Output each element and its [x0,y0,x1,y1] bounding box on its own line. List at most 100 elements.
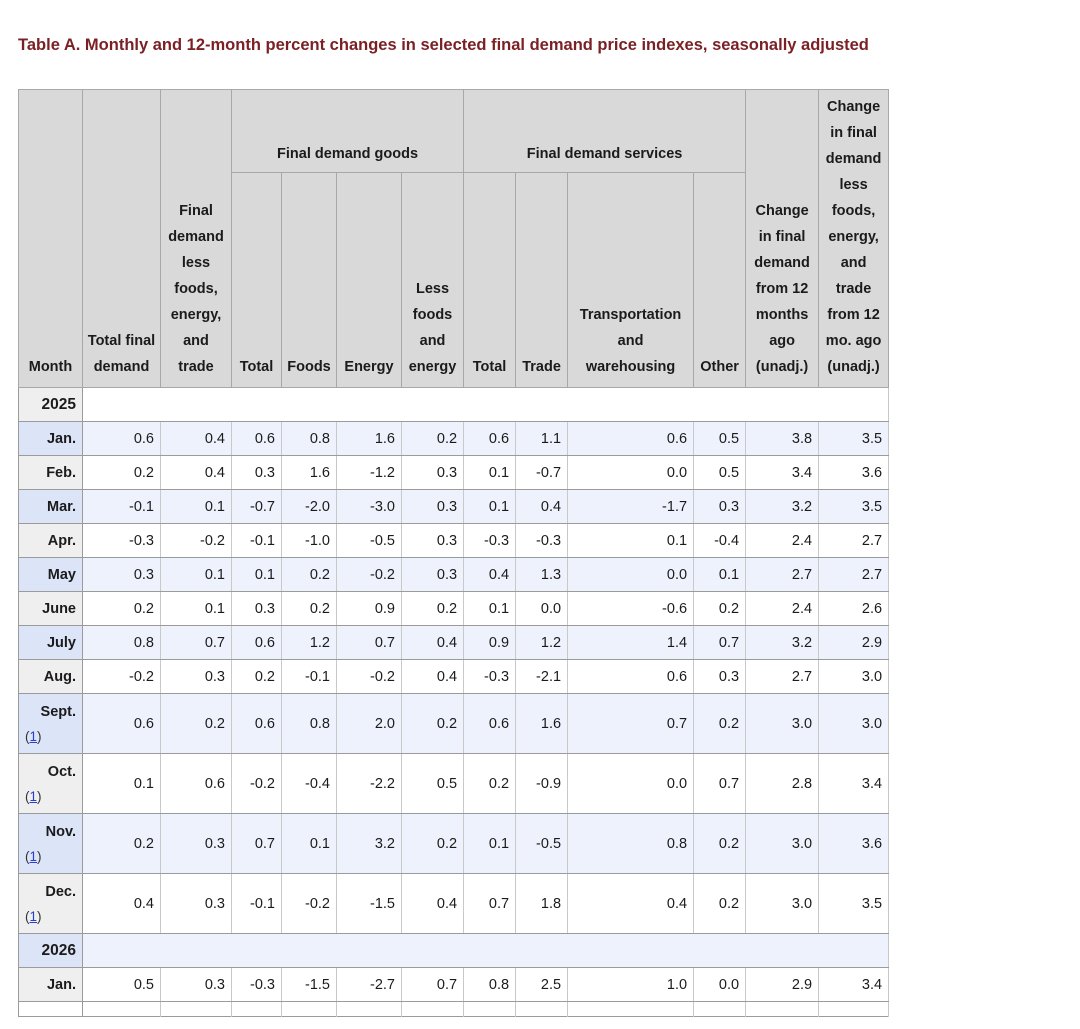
column-header-transportation-warehousing: Transportation and warehousing [567,172,695,388]
table-cell: 0.2 [401,421,465,456]
table-cell: 0.2 [231,659,282,694]
table-row: Sept. (1) 0.6 0.2 0.6 0.8 2.0 0.2 0.6 1.6 0.7 0.2 3.… [18,693,890,754]
table-cell: 3.5 [818,873,890,934]
table-cell: 0.4 [567,873,695,934]
table-cell: 0.3 [231,591,282,626]
table-row: Dec. (1) 0.4 0.3 -0.1 -0.2 -1.5 0.4 0.7 1.8 0.4 0.2… [18,873,890,934]
table-cell: 0.1 [567,523,695,558]
table-cell: 3.5 [818,489,890,524]
table-cell: 0.6 [463,693,517,754]
month-label: Aug. [18,659,83,694]
table-cell: 1.3 [515,557,569,592]
table-cell: 3.0 [745,873,820,934]
table-row: June 0.2 0.1 0.3 0.2 0.9 0.2 0.1 0.0 -0.6 0.2 2.4 2.… [18,591,890,626]
month-label: Feb. [18,455,83,490]
table-cell [463,1001,517,1017]
table-row: Mar. -0.1 0.1 -0.7 -2.0 -3.0 0.3 0.1 0.4 -1.7 0.3 3… [18,489,890,524]
month-label-text: Nov. [45,823,76,840]
month-label-text: Oct. [47,763,76,780]
table-row: July 0.8 0.7 0.6 1.2 0.7 0.4 0.9 1.2 1.4 0.7 3.2 2.9 [18,625,890,660]
table-cell: 1.8 [515,873,569,934]
table-cell: 0.2 [82,591,161,626]
table-cell: 0.1 [281,813,337,874]
table-cell: 0.1 [231,557,282,592]
footnote-link[interactable]: 1 [29,728,38,744]
table-cell: 0.2 [693,813,747,874]
table-cell: 0.1 [463,489,517,524]
table-cell: -0.6 [567,591,695,626]
table-cell: -0.9 [515,753,569,814]
table-cell: 0.3 [693,659,747,694]
table-row: Jan. 0.5 0.3 -0.3 -1.5 -2.7 0.7 0.8 2.5 1.0 0.0 2.9… [18,967,890,1002]
table-cell: 0.4 [160,421,232,456]
footnote-link[interactable]: 1 [29,908,38,924]
footnote-link[interactable]: 1 [29,788,38,804]
table-cell: 0.9 [336,591,402,626]
month-label [18,1001,83,1017]
table-cell: 0.7 [336,625,402,660]
footnote-marker: (1) [25,908,42,924]
table-cell: 0.3 [693,489,747,524]
table-row [18,1001,890,1017]
table-cell: -0.2 [231,753,282,814]
table-cell: -0.4 [693,523,747,558]
column-header-goods-less-foods-energy: Less foods and energy [400,172,465,388]
table-cell: -1.5 [336,873,402,934]
table-cell: 1.2 [515,625,569,660]
table-cell: -0.1 [82,489,161,524]
table-cell: 0.3 [401,557,465,592]
month-label: Oct. (1) [18,753,83,814]
table-cell: -3.0 [336,489,402,524]
table-cell: 0.1 [82,753,161,814]
table-cell: 0.7 [693,625,747,660]
table-cell: -0.7 [231,489,282,524]
table-cell: -0.1 [231,523,282,558]
table-cell: 0.0 [693,967,747,1002]
table-cell: 0.1 [160,591,232,626]
table-cell: 0.2 [82,455,161,490]
table-cell: -0.3 [463,523,517,558]
table-cell: 0.1 [693,557,747,592]
column-header-trade: Trade [515,172,569,388]
table-cell: 3.2 [745,625,820,660]
table-cell: 0.6 [231,693,282,754]
table-row: 2025 [18,387,890,422]
table-cell: 0.2 [82,813,161,874]
table-cell: 0.4 [401,625,465,660]
table-cell: -2.7 [336,967,402,1002]
table-cell: 0.6 [231,421,282,456]
table-cell [401,1001,465,1017]
table-title: Table A. Monthly and 12-month percent ch… [18,36,869,54]
table-cell: -0.7 [515,455,569,490]
table-cell: 2.4 [745,591,820,626]
month-label: Jan. [18,421,83,456]
table-cell: 0.9 [463,625,517,660]
table-cell: -0.2 [160,523,232,558]
table-cell: 0.2 [693,693,747,754]
table-cell: 0.4 [401,873,465,934]
table-cell: 0.0 [567,753,695,814]
footnote-link[interactable]: 1 [29,848,38,864]
table-cell: -0.3 [463,659,517,694]
table-cell: 0.0 [515,591,569,626]
month-label: June [18,591,83,626]
table-cell: 0.6 [160,753,232,814]
table-cell: 0.4 [463,557,517,592]
data-table: Month Total final demand Final demand le… [18,89,890,1017]
table-cell: 2.9 [818,625,890,660]
table-cell: 0.8 [82,625,161,660]
table-cell: 1.6 [281,455,337,490]
table-cell: 3.0 [818,659,890,694]
table-cell: -0.2 [336,659,402,694]
table-cell: 3.6 [818,813,890,874]
table-cell [82,933,890,968]
table-cell: -2.0 [281,489,337,524]
table-cell: 0.7 [160,625,232,660]
table-cell: 2.5 [515,967,569,1002]
group-header-goods: Final demand goods [230,89,465,173]
table-cell: 0.0 [567,557,695,592]
table-cell: 0.0 [567,455,695,490]
table-cell: -0.5 [336,523,402,558]
table-cell: 3.6 [818,455,890,490]
table-cell: 0.3 [231,455,282,490]
